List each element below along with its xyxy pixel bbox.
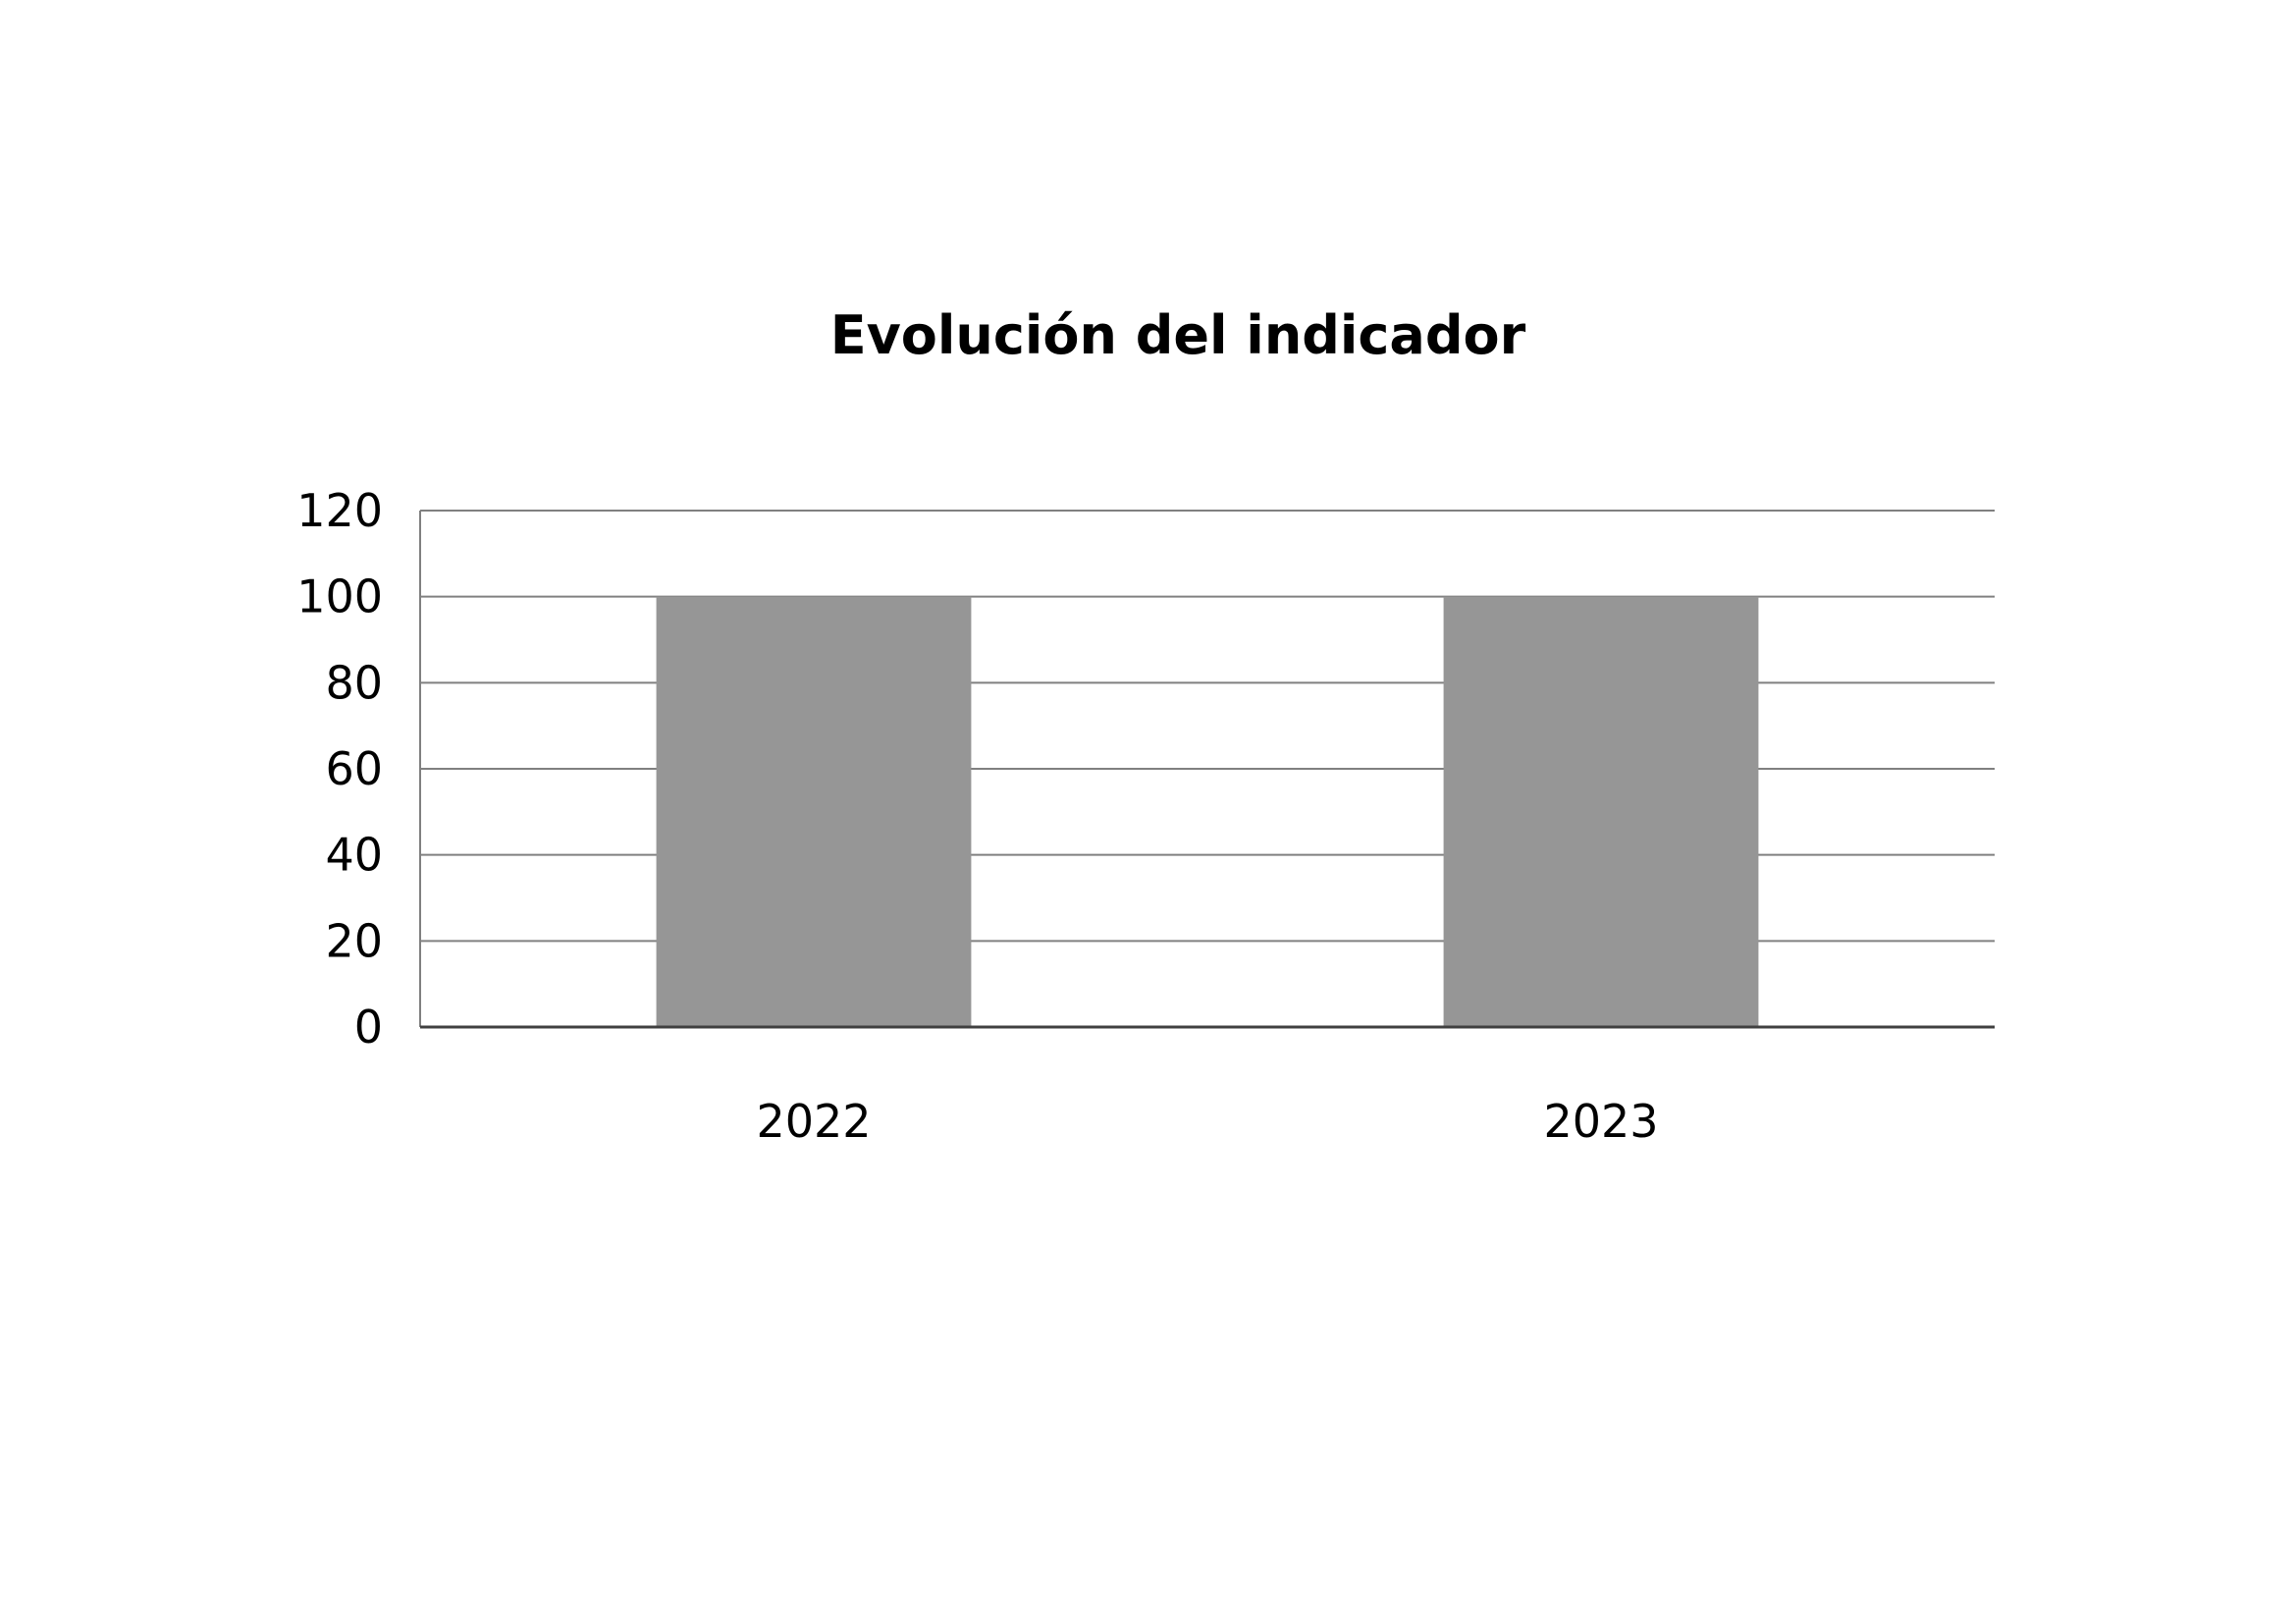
bars — [656, 596, 1759, 1027]
y-tick-label: 20 — [325, 914, 383, 967]
bar-2023 — [1443, 596, 1759, 1027]
x-category-label: 2022 — [756, 1095, 871, 1148]
y-tick-label: 40 — [325, 829, 383, 882]
x-category-label: 2023 — [1543, 1095, 1658, 1148]
y-tick-label: 60 — [325, 742, 383, 795]
y-tick-labels: 0 20 40 60 80 100 120 — [296, 484, 383, 1054]
y-tick-label: 0 — [354, 1001, 383, 1054]
y-tick-label: 100 — [296, 570, 383, 623]
y-tick-label: 120 — [296, 484, 383, 537]
x-category-labels: 2022 2023 — [756, 1095, 1658, 1148]
y-tick-label: 80 — [325, 656, 383, 709]
chart-title: Evolución del indicador — [830, 304, 1526, 366]
axes — [419, 511, 1995, 1029]
bar-2022 — [656, 596, 972, 1027]
